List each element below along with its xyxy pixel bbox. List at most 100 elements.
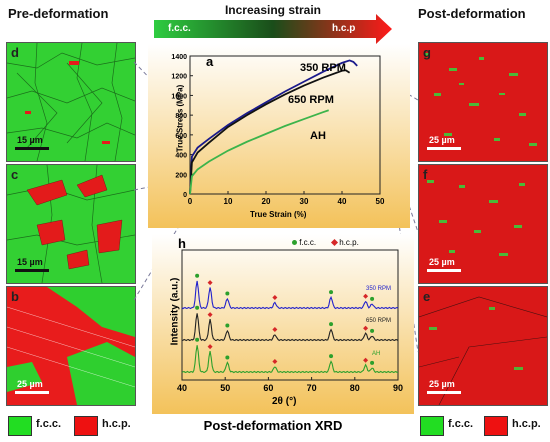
legend-fcc-label-left: f.c.c. [36,418,62,430]
chart-a-xtick-label: 20 [262,197,271,206]
legend-hcp-label-left: h.c.p. [102,418,131,430]
panel-label-e: e [423,289,431,304]
chart-h-marker-fcc [195,305,200,310]
xrd-caption: Post-deformation XRD [203,418,343,433]
chart-a-xtick-label: 10 [224,197,233,206]
chart-a-ytick-label: 1200 [171,74,187,81]
scale-bar-d: 15 µm [17,135,43,145]
legend-fcc-swatch-left [8,416,32,436]
legend-hcp-swatch-left [74,416,98,436]
legend-fcc-swatch-right [420,416,444,436]
chart-h-xtick-label: 50 [220,383,230,393]
increasing-strain-heading: Increasing strain [224,3,322,17]
chart-h-marker-hcp [272,359,278,365]
stress-strain-chart: 0 10 20 30 40 50 0 200 400 600 800 1000 1200 1400 a T… [148,44,410,228]
legend-hcp-label-right: h.c.p. [512,418,541,430]
scale-bar-g: 25 µm [429,135,455,145]
chart-a-ylabel: True Stress (MPa) [175,84,185,153]
arrow-fcc-label: f.c.c. [168,23,191,34]
panel-label-d: d [11,45,19,60]
scale-bar-e: 25 µm [429,379,455,389]
micrograph-f-texture [427,180,525,256]
panel-label-g: g [423,45,431,60]
chart-h-xtick-label: 40 [177,383,187,393]
chart-h-marker-fcc [329,322,334,327]
xrd-series-label-650: 650 RPM [366,318,392,324]
micrograph-panel-f: f 25 µm [418,164,548,284]
scale-bar-b: 25 µm [17,379,43,389]
chart-h-marker-hcp [207,312,213,318]
stress-strain-svg: 0 10 20 30 40 50 0 200 400 600 800 1000 1200 1400 [148,44,410,228]
chart-a-frame [189,55,381,195]
panel-label-f: f [423,167,428,182]
chart-a-xtick-label: 30 [300,197,309,206]
chart-a-series-2 [189,109,329,195]
chart-a-ytick-label: 800 [175,113,187,120]
legend-350rpm: 350 RPM [300,62,346,74]
panel-label-b: b [11,289,19,304]
chart-a-xtick-label: 0 [188,197,193,206]
chart-h-marker-fcc [225,323,230,328]
chart-h-marker-fcc [329,290,334,295]
chart-a-ytick-label: 0 [183,192,187,199]
micrograph-d-texture [7,43,135,161]
post-deformation-heading: Post-deformation [418,6,526,21]
legend-ah: AH [310,130,326,142]
xrd-legend-hcp: h.c.p. [330,238,359,247]
micrograph-b-texture [7,287,135,405]
micrograph-panel-b: b 25 µm [6,286,136,406]
chart-a-ytick-label: 200 [175,172,187,179]
chart-a-series-0 [189,59,358,195]
chart-a-panel-label: a [206,54,214,69]
chart-h-marker-hcp [207,280,213,286]
xrd-chart: 40 50 60 70 80 90 h 2θ (°) Intensity (a.u.) f… [152,234,414,414]
micrograph-panel-d: d 15 µm [6,42,136,162]
micrograph-panel-e: e 25 µm [418,286,548,406]
chart-a-ytick-label: 1400 [171,54,187,61]
chart-h-xtick-label: 70 [307,383,317,393]
chart-h-xtick-label: 90 [393,383,403,393]
xrd-legend-fcc: f.c.c. [292,238,316,247]
arrow-hcp-label: h.c.p [332,23,356,34]
chart-a-xtick-label: 40 [338,197,347,206]
chart-h-marker-fcc [195,273,200,278]
chart-h-marker-fcc [370,328,375,333]
chart-h-xlabel: 2θ (°) [272,396,297,407]
chart-h-series-1 [181,313,399,342]
micrograph-c-texture [7,165,135,283]
chart-h-ylabel: Intensity (a.u.) [169,277,181,346]
micrograph-g-texture [424,53,537,146]
chart-a-ytick-label: 600 [175,133,187,140]
chart-h-marker-fcc [370,296,375,301]
chart-h-marker-hcp [363,357,369,363]
chart-h-marker-fcc [329,354,334,359]
chart-h-marker-hcp [207,344,213,350]
scale-bar-f: 25 µm [429,257,455,267]
chart-h-marker-fcc [225,291,230,296]
chart-h-xtick-label: 80 [350,383,360,393]
chart-a-series-1 [189,69,351,195]
micrograph-panel-c: c 15 µm [6,164,136,284]
chart-h-marker-hcp [363,325,369,331]
chart-h-marker-hcp [272,327,278,333]
panel-label-c: c [11,167,19,182]
xrd-series-label-ah: AH [372,351,381,357]
chart-a-ytick-label: 1000 [171,93,187,100]
legend-hcp-swatch-right [484,416,508,436]
micrograph-e-texture [419,296,547,405]
chart-h-panel-label: h [178,236,186,251]
chart-h-marker-fcc [195,337,200,342]
legend-650rpm: 650 RPM [288,94,334,106]
pre-deformation-heading: Pre-deformation [8,6,109,21]
chart-a-ytick-label: 400 [175,153,187,160]
chart-a-xtick-label: 50 [376,197,385,206]
chart-a-xlabel: True Strain (%) [250,210,307,219]
chart-h-marker-fcc [225,355,230,360]
micrograph-panel-g: g 25 µm [418,42,548,162]
chart-h-xtick-label: 60 [263,383,273,393]
chart-h-series-0 [181,280,399,310]
chart-h-marker-fcc [370,360,375,365]
chart-h-series-2 [181,345,399,374]
chart-h-frame [181,249,399,381]
xrd-series-label-350: 350 RPM [366,286,392,292]
